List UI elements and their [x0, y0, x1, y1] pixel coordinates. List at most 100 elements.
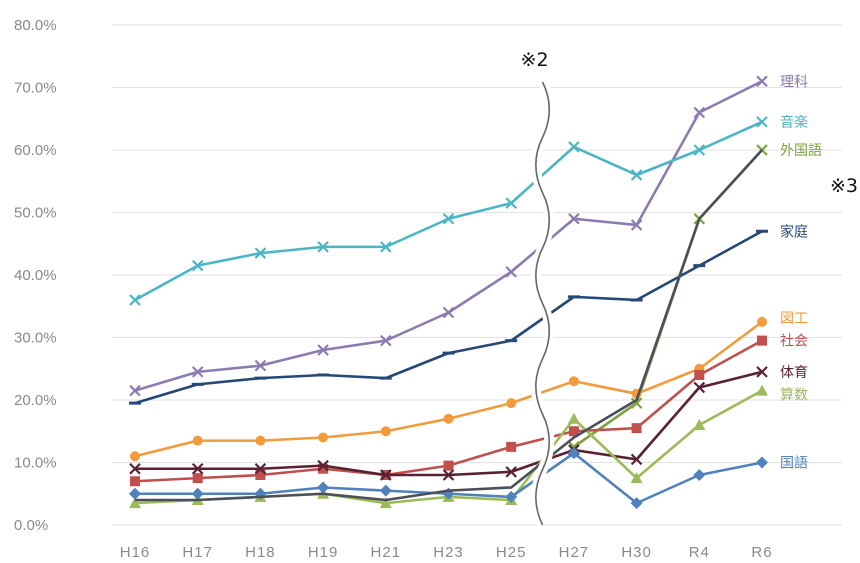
x-tick-label: H19	[308, 544, 339, 561]
series-label: 社会	[780, 334, 808, 350]
x-axis-ticks: H16 H17 H18 H19 H21 H23 H25 H27 H30 R4 R6	[120, 544, 772, 561]
data-point	[254, 462, 267, 475]
data-point	[756, 384, 768, 396]
series-label: 国語	[780, 456, 808, 472]
series-label: 外国語	[780, 143, 822, 159]
data-point	[129, 487, 141, 500]
series-label: 音楽	[780, 114, 808, 131]
data-point	[191, 462, 204, 475]
y-tick-label: 10.0%	[14, 455, 57, 472]
data-point	[129, 294, 141, 306]
data-point	[318, 463, 329, 474]
y-tick-label: 40.0%	[14, 267, 57, 284]
y-tick-label: 70.0%	[14, 80, 57, 97]
data-point	[756, 116, 768, 128]
data-point	[254, 359, 267, 372]
data-point	[505, 490, 518, 503]
data-point	[380, 469, 392, 481]
axis-break-label: ※2	[521, 49, 549, 71]
series-label: 理科	[780, 74, 808, 90]
series-国語	[129, 447, 768, 510]
series-line	[134, 339, 763, 483]
series-理科	[129, 75, 768, 397]
data-point	[506, 441, 517, 452]
data-point	[693, 106, 706, 119]
data-point	[630, 453, 643, 466]
data-point	[694, 370, 705, 380]
data-point	[255, 470, 266, 480]
y-tick-label: 60.0%	[14, 142, 57, 159]
data-point	[254, 247, 267, 259]
series-line	[135, 149, 763, 502]
data-point	[129, 497, 141, 509]
data-point	[631, 423, 642, 434]
data-point	[568, 212, 580, 225]
y-tick-label: 20.0%	[14, 392, 57, 409]
data-point	[568, 426, 579, 437]
series-家庭	[129, 229, 768, 405]
axis-break: ※2	[521, 49, 555, 528]
series-line	[134, 120, 763, 302]
series-line	[134, 80, 763, 392]
data-point	[317, 344, 329, 356]
y-tick-label: 80.0%	[14, 17, 57, 34]
series-音楽	[129, 116, 768, 306]
y-tick-label: 0.0%	[14, 517, 48, 534]
data-point	[191, 259, 204, 272]
data-point	[380, 241, 392, 253]
data-point	[129, 384, 141, 397]
series-line	[134, 230, 763, 405]
data-point	[757, 335, 767, 346]
data-point	[380, 426, 391, 437]
gridlines	[112, 24, 842, 526]
data-point	[317, 241, 329, 253]
data-point	[693, 144, 706, 156]
data-point	[630, 397, 643, 409]
y-tick-label: 30.0%	[14, 330, 57, 347]
data-point	[505, 266, 517, 278]
x-tick-label: H17	[182, 544, 213, 561]
data-point	[317, 459, 329, 472]
data-point	[317, 481, 330, 494]
x-tick-label: H25	[496, 544, 527, 561]
series-社会	[130, 335, 767, 487]
data-point	[130, 476, 140, 487]
data-point	[630, 472, 643, 484]
data-point	[630, 169, 643, 181]
data-point	[443, 460, 454, 471]
data-point	[567, 412, 580, 424]
series-lines	[129, 75, 768, 510]
data-point	[379, 497, 392, 509]
series-図工	[130, 316, 767, 462]
data-point	[505, 197, 517, 209]
series-label: 家庭	[780, 223, 808, 240]
data-point	[379, 484, 392, 497]
x-tick-label: R6	[751, 544, 772, 561]
data-point	[129, 462, 141, 475]
data-point	[568, 141, 580, 153]
data-point	[442, 469, 455, 481]
data-point	[756, 366, 768, 378]
data-point	[505, 466, 517, 478]
annotations: ※3	[830, 175, 858, 197]
y-tick-label: 50.0%	[14, 205, 57, 222]
axis-break-line	[535, 81, 551, 526]
data-point	[192, 435, 203, 446]
annotation-note: ※3	[830, 175, 858, 197]
data-point	[192, 473, 203, 484]
data-point	[568, 376, 579, 387]
series-unnamed	[135, 149, 763, 502]
data-point	[191, 487, 204, 500]
data-point	[757, 316, 767, 327]
data-point	[630, 497, 643, 510]
data-point	[693, 419, 706, 430]
x-tick-label: H23	[433, 544, 464, 561]
data-point	[756, 75, 768, 88]
data-point	[506, 398, 517, 409]
series-line	[134, 389, 763, 505]
data-point	[567, 447, 580, 460]
series-label: 図工	[780, 311, 808, 327]
x-tick-label: H16	[120, 544, 151, 561]
